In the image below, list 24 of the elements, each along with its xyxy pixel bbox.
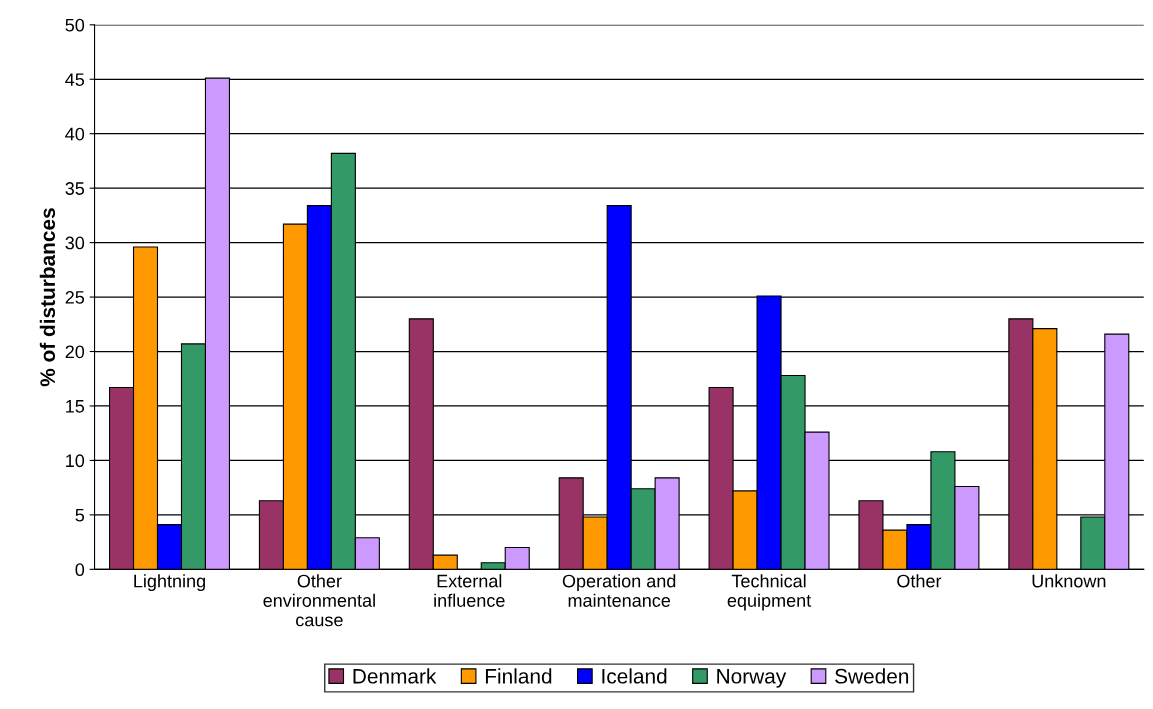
legend-label: Iceland [602,668,667,684]
y-tick-label: 15 [66,400,85,413]
legend-label: Finland [485,668,552,684]
x-tick-label: Other [897,574,942,588]
x-tick-label: Other environmental cause [263,574,375,627]
y-tick-label: 0 [75,563,85,577]
y-tick-label: 20 [65,345,85,359]
y-tick-label: 25 [65,291,85,304]
legend-label: Norway [717,669,787,688]
y-axis-title: % of disturbances [39,208,56,387]
x-tick-label: Operation and maintenance [562,574,676,607]
x-tick-label: Lightning [134,574,205,592]
y-tick-label: 35 [65,182,85,195]
y-tick-label: 50 [65,18,85,32]
x-tick-label: Unknown [1032,574,1106,588]
y-tick-label: 40 [65,127,85,141]
legend-label: Sweden [835,668,909,684]
y-tick-label: 30 [65,236,85,250]
y-tick-label: 45 [65,73,85,86]
y-tick-label: 10 [66,454,85,468]
x-tick-label: External influence [434,574,505,607]
y-tick-label: 5 [75,509,85,522]
x-tick-label: Technical equipment [727,574,812,611]
legend-label: Denmark [353,668,437,684]
